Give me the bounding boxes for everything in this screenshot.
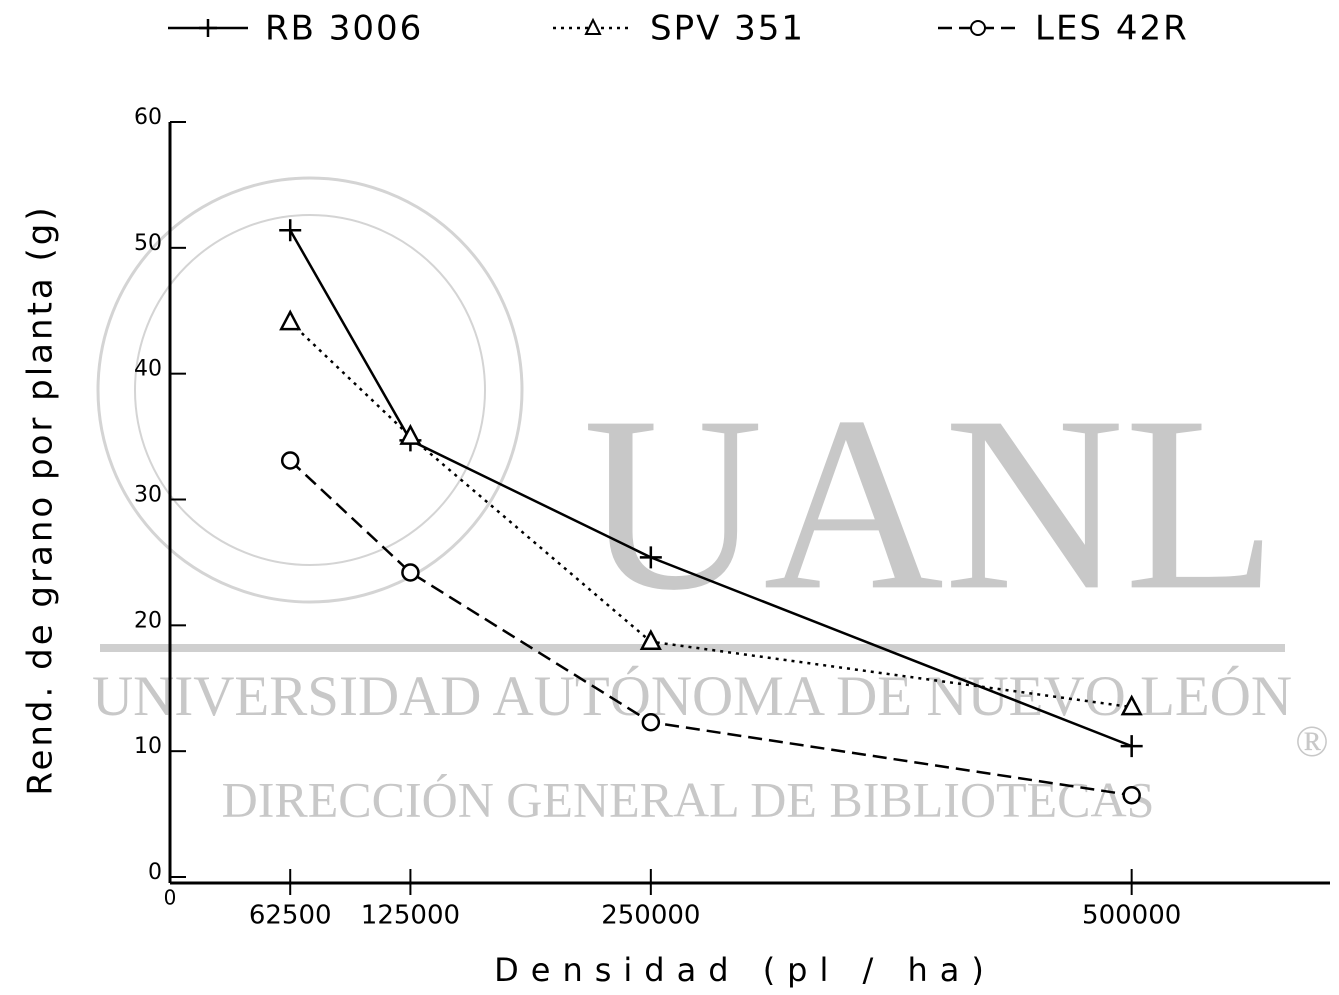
legend-label: RB 3006 [265,9,423,49]
marker [401,563,420,582]
legend-marker [199,19,217,37]
marker [639,629,662,650]
series-line [289,229,1133,748]
marker [279,219,302,242]
y-tick-label: 20 [134,608,162,633]
marker [280,451,300,470]
legend-marker [970,20,986,36]
watermark-text: UANL [583,365,1277,642]
x-tick-label: 0 [164,886,177,910]
series-line [289,459,1132,797]
watermark-text: DIRECCIÓN GENERAL DE BIBLIOTECAS [222,771,1155,827]
marker [399,423,422,445]
y-tick-label: 60 [134,105,162,130]
y-tick-label: 30 [134,483,162,508]
watermark-emblem [96,176,524,604]
y-tick-label: 50 [134,231,162,256]
marker [1120,694,1143,716]
watermark-text: UNIVERSIDAD AUTÓNOMA DE NUEVO LEÓN [92,665,1292,728]
x-tick-label: 500000 [1082,901,1181,931]
y-axis-label: Rend. de grano por planta (g) [21,204,61,795]
legend-marker [584,17,602,35]
marker [639,546,662,569]
legend-label: LES 42R [1035,9,1189,49]
legend-label: SPV 351 [650,9,805,49]
x-tick-label: 250000 [601,901,700,931]
x-tick-label: 62500 [249,901,332,931]
marker [641,712,661,732]
y-tick-label: 10 [134,734,162,759]
y-tick-label: 0 [148,860,162,885]
x-tick-label: 125000 [361,901,460,931]
watermark-text: ® [1295,717,1328,766]
x-axis-label: Densidad (pl / ha) [494,951,996,989]
y-tick-label: 40 [134,357,162,382]
marker [279,309,302,331]
watermark-emblem [134,214,486,566]
marker [1122,785,1141,805]
marker [1120,735,1143,758]
